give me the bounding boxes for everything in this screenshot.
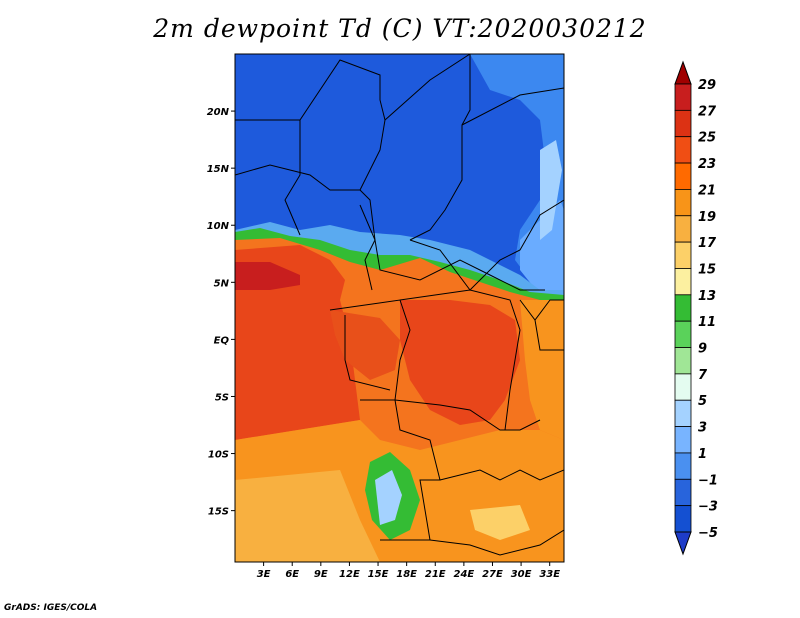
chart-title: 2m dewpoint Td (C) VT:2020030212 [153,14,647,43]
lon-tick-label: 33E [539,569,560,580]
colorbar-label: 17 [698,236,717,251]
colorbar-swatch [674,452,692,480]
colorbar-label: −1 [698,473,718,488]
colorbar-label: 1 [698,447,707,462]
colorbar-swatch [674,109,692,138]
colorbar-over-triangle [674,60,692,85]
colorbar-label: 27 [698,104,717,119]
lat-tick-label: EQ [214,335,230,346]
colorbar-label: −5 [698,526,718,541]
lat-tick-label: 10S [208,450,229,461]
colorbar-label: 25 [698,131,716,146]
map-frame [234,53,565,563]
lon-tick-label: 27E [482,569,503,580]
colorbar-swatch [674,373,692,401]
lon-tick-label: 18E [396,569,417,580]
colorbar-swatch [674,426,692,454]
colorbar-under-triangle [674,531,692,556]
colorbar-label: 5 [698,394,707,409]
dewpoint-field [235,54,564,562]
lat-axis: 20N 15N 10N 5N EQ 5S 10S 15S [207,107,235,518]
colorbar-swatch [674,83,692,111]
field-south-coast [235,470,380,562]
field-angola-plateau-core [375,470,402,525]
lon-tick-label: 9E [314,569,328,580]
lat-tick-label: 5S [215,392,229,403]
lon-tick-label: 12E [339,569,360,580]
colorbar-label: 21 [698,183,716,198]
field-congo-core [400,300,520,425]
field-highlands-lighter [540,140,562,240]
field-east-africa [520,300,564,440]
colorbar-swatch [674,399,692,427]
lon-tick-label: 30E [511,569,532,580]
colorbar-label: 11 [698,315,716,330]
field-guinea-coast [235,262,300,290]
field-gabon [330,310,400,380]
field-atlantic [235,245,360,440]
lon-tick-label: 21E [425,569,446,580]
lat-tick-label: 15N [207,164,230,175]
colorbar-label: 29 [698,78,716,93]
colorbar-swatch [674,136,692,164]
country-borders [235,54,564,556]
colorbar-label: 13 [698,289,716,304]
colorbar-swatch [674,478,692,507]
lat-tick-label: 10N [207,221,230,232]
colorbar-swatch [674,505,692,533]
field-zambia-patch [470,505,530,540]
colorbar-swatch [674,215,692,243]
colorbar-swatch [674,294,692,322]
lat-tick-label: 15S [208,507,229,518]
lat-tick-label: 20N [207,107,230,118]
colorbar-label: 23 [698,157,716,172]
colorbar-label: 7 [698,368,708,383]
credit-text: GrADS: IGES/COLA [4,603,98,613]
lon-tick-label: 6E [285,569,299,580]
colorbar-swatch [674,320,692,348]
lon-axis: 3E 6E 9E 12E 15E 18E 21E 24E 27E 30E 33E [257,562,560,580]
colorbar-label: 3 [698,421,707,436]
colorbar-swatch [674,241,692,269]
colorbar-label: 9 [698,342,707,357]
colorbar-swatch [674,347,692,375]
colorbar-swatch [674,268,692,296]
lon-tick-label: 15E [368,569,389,580]
colorbar-label: 19 [698,210,716,225]
colorbar-swatch [674,162,692,190]
lat-tick-label: 5N [214,278,230,289]
colorbar-label: 15 [698,262,716,277]
colorbar-label: −3 [698,500,718,515]
colorbar: 29 27 25 23 21 19 17 15 13 11 9 7 5 3 1 −1 −3 −5 [674,60,718,556]
lon-tick-label: 3E [257,569,271,580]
lon-tick-label: 24E [453,569,474,580]
colorbar-swatch [674,189,692,217]
